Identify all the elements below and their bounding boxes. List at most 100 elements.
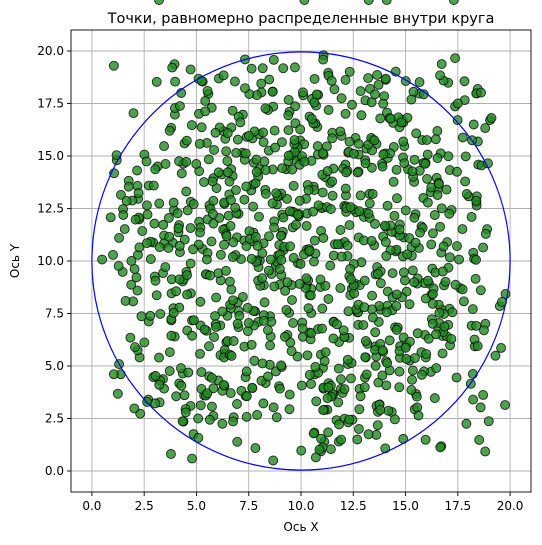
x-tick-label: 10.0 (288, 499, 315, 513)
scatter-point (389, 210, 400, 221)
scatter-point (415, 227, 425, 238)
scatter-point (129, 403, 140, 414)
scatter-point (375, 278, 386, 289)
scatter-point (181, 186, 192, 197)
scatter-point (182, 270, 193, 281)
scatter-point (292, 209, 303, 220)
scatter-point (353, 424, 364, 434)
scatter-point (155, 308, 166, 319)
scatter-point (204, 414, 215, 425)
scatter-point (229, 76, 240, 87)
scatter-point (149, 218, 160, 229)
scatter-point (426, 239, 437, 250)
scatter-point (268, 455, 279, 466)
scatter-point (332, 239, 343, 250)
scatter-point (277, 163, 288, 174)
y-tick-label: 15.0 (37, 149, 64, 163)
scatter-point (250, 178, 261, 189)
scatter-point (360, 352, 371, 363)
scatter-point (207, 176, 218, 187)
scatter-point (237, 291, 248, 302)
scatter-point (364, 198, 375, 209)
scatter-point (335, 283, 346, 294)
scatter-point (476, 87, 486, 98)
scatter-point (211, 321, 222, 332)
scatter-point (188, 244, 199, 255)
scatter-point (496, 342, 507, 353)
scatter-point (434, 178, 444, 189)
scatter-point (154, 379, 165, 390)
scatter-point (224, 276, 235, 287)
scatter-point (367, 290, 378, 301)
scatter-point (327, 133, 338, 144)
y-tick-label: 12.5 (37, 202, 64, 216)
scatter-point (114, 232, 125, 243)
scatter-point (352, 167, 363, 178)
scatter-point (444, 252, 455, 263)
scatter-point (196, 367, 207, 378)
scatter-point (452, 166, 462, 177)
y-axis-title: Ось Y (8, 243, 22, 278)
y-tick-label: 10.0 (37, 254, 64, 268)
scatter-point (247, 382, 258, 393)
scatter-point (432, 126, 443, 136)
scatter-point (409, 154, 420, 165)
scatter-point (346, 373, 356, 384)
scatter-point (282, 277, 293, 288)
scatter-point (332, 319, 342, 330)
scatter-point (271, 188, 282, 199)
scatter-point (317, 323, 328, 334)
scatter-point (323, 427, 334, 438)
scatter-point (263, 325, 273, 336)
scatter-point (97, 254, 108, 265)
scatter-point (421, 135, 432, 145)
scatter-point (406, 384, 417, 395)
scatter-point (248, 201, 259, 212)
scatter-point (263, 265, 274, 276)
scatter-point (263, 371, 273, 382)
scatter-point (260, 103, 271, 114)
scatter-point (416, 369, 427, 380)
scatter-point (381, 251, 392, 261)
scatter-point (304, 245, 315, 256)
scatter-point (382, 200, 393, 211)
scatter-point (440, 276, 451, 287)
scatter-point (483, 416, 494, 427)
scatter-point (241, 366, 252, 377)
scatter-point (414, 77, 425, 88)
scatter-point (195, 227, 205, 238)
scatter-point (343, 306, 354, 317)
scatter-point (232, 399, 242, 409)
scatter-point (372, 420, 383, 431)
scatter-point (243, 318, 254, 328)
scatter-point (322, 166, 333, 177)
scatter-point (340, 108, 351, 119)
y-axis-ticks: 0.0 2.5 5.0 7.5 10.0 12.5 15.0 17.5 20.0 (37, 44, 71, 478)
scatter-point (275, 230, 286, 241)
scatter-point (318, 148, 328, 159)
scatter-point (120, 295, 131, 306)
scatter-point (334, 419, 344, 430)
scatter-point (205, 270, 216, 281)
scatter-point (225, 220, 236, 231)
scatter-point (123, 181, 134, 192)
scatter-point (348, 148, 359, 159)
scatter-point (279, 331, 290, 342)
scatter-point (174, 101, 185, 111)
scatter-point (196, 122, 207, 133)
scatter-point (285, 241, 296, 252)
scatter-point (342, 240, 353, 251)
scatter-point (363, 208, 374, 219)
scatter-point (182, 289, 193, 300)
scatter-point (231, 147, 242, 158)
scatter-point (457, 132, 468, 143)
scatter-point (179, 390, 190, 401)
scatter-point (219, 239, 230, 250)
scatter-point (250, 231, 261, 242)
scatter-point (336, 93, 347, 104)
x-axis-ticks: 0.0 2.5 5.0 7.5 10.0 12.5 15.0 17.5 20.0 (82, 492, 523, 513)
scatter-point (264, 231, 274, 242)
scatter-point (274, 264, 285, 274)
scatter-point (121, 195, 132, 206)
scatter-point (193, 413, 204, 424)
